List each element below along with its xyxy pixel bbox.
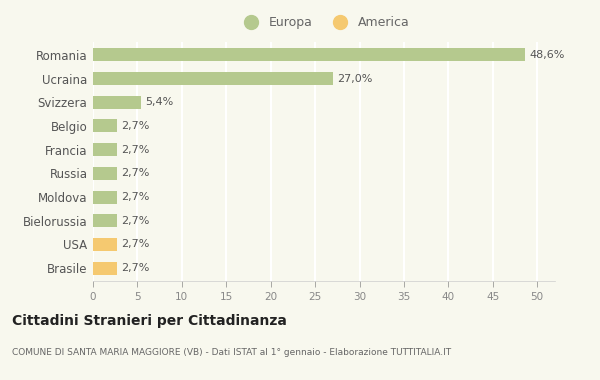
Text: 2,7%: 2,7%	[121, 239, 150, 249]
Bar	[93, 143, 117, 156]
Bar	[93, 167, 117, 180]
Bar	[93, 214, 117, 227]
Text: 2,7%: 2,7%	[121, 192, 150, 202]
Text: 2,7%: 2,7%	[121, 168, 150, 178]
Text: 2,7%: 2,7%	[121, 216, 150, 226]
Legend: Europa, America: Europa, America	[235, 13, 413, 33]
Bar	[93, 190, 117, 204]
Text: Cittadini Stranieri per Cittadinanza: Cittadini Stranieri per Cittadinanza	[12, 314, 287, 328]
Bar	[93, 48, 525, 61]
Bar	[93, 262, 117, 275]
Bar	[93, 238, 117, 251]
Text: 48,6%: 48,6%	[529, 50, 565, 60]
Bar	[93, 72, 333, 85]
Text: 2,7%: 2,7%	[121, 145, 150, 155]
Bar	[93, 119, 117, 133]
Bar	[93, 96, 141, 109]
Text: 2,7%: 2,7%	[121, 121, 150, 131]
Text: 5,4%: 5,4%	[145, 97, 173, 107]
Text: COMUNE DI SANTA MARIA MAGGIORE (VB) - Dati ISTAT al 1° gennaio - Elaborazione TU: COMUNE DI SANTA MARIA MAGGIORE (VB) - Da…	[12, 348, 451, 357]
Text: 27,0%: 27,0%	[337, 74, 373, 84]
Text: 2,7%: 2,7%	[121, 263, 150, 273]
